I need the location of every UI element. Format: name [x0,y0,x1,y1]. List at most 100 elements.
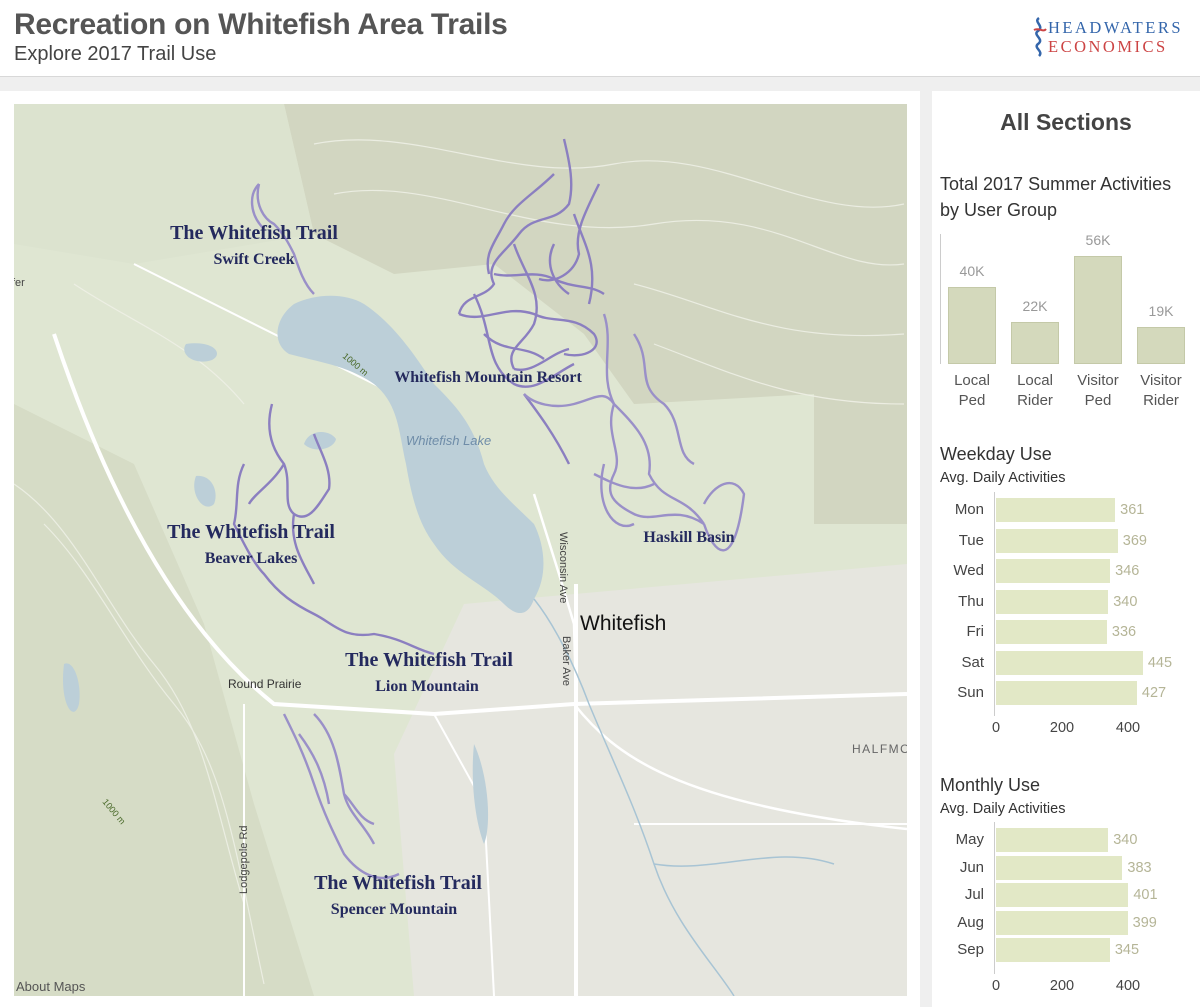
bar-sat[interactable] [996,650,1143,675]
bar-thu[interactable] [996,589,1109,614]
chart-axis-line [940,234,941,364]
trail-map[interactable]: Whitefish Lake Whitefish Round Prairie W… [14,104,907,996]
svg-text:Beaver Lakes: Beaver Lakes [205,550,298,567]
about-maps-link[interactable]: About Maps [16,979,86,994]
bar-category-label: Mon [954,501,984,518]
logo-text-bottom: ECONOMICS [1048,37,1168,56]
svg-text:The Whitefish Trail: The Whitefish Trail [170,222,338,244]
bar-value-label: 369 [1122,532,1147,549]
bar-aug[interactable] [996,910,1128,935]
west-terrain [14,404,314,996]
edge-label: fer [14,277,25,289]
axis-tick-label: 400 [1115,978,1141,994]
stats-sidebar: All Sections Total 2017 Summer Activitie… [932,91,1200,1007]
roads [52,263,907,996]
valley-floor [394,564,907,996]
svg-text:The Whitefish Trail: The Whitefish Trail [167,521,335,543]
trail-beaver-lakes [232,403,435,656]
halfmoon-label: HALFMOO [852,742,907,756]
svg-text:The Whitefish Trail: The Whitefish Trail [314,872,482,894]
axis-tick-label: 400 [1115,720,1141,736]
monthly-chart-subtitle: Avg. Daily Activities [940,801,1066,817]
bar-jun[interactable] [996,855,1123,880]
bar-value-label: 40K [959,262,985,279]
bar-value-label: 340 [1113,832,1138,848]
bar-value-label: 19K [1148,303,1174,320]
lodgepole-rd-label: Lodgepole Rd [238,825,250,894]
page-title: Recreation on Whitefish Area Trails [14,8,508,41]
bar-category-line: Rider [1143,392,1179,409]
bar-may[interactable] [996,828,1109,852]
bar-local-ped[interactable] [948,286,996,364]
monthly-chart-title: Monthly Use [940,775,1041,795]
trail-spencer [282,713,400,880]
lake-label: Whitefish Lake [406,433,491,448]
chart-axis-line [994,822,995,974]
bar-category-label: Jun [959,858,984,876]
bar-tue[interactable] [996,528,1118,553]
page-subtitle: Explore 2017 Trail Use [14,43,217,65]
label-spencer-mountain[interactable]: The Whitefish Trail Spencer Mountain [314,872,482,918]
wave-logo-icon [1033,16,1047,57]
weekday-chart-title: Weekday Use [940,444,1052,464]
logo-text-top: HEADWATERS [1048,18,1183,37]
label-haskill[interactable]: Haskill Basin [643,529,734,546]
bar-category-label: Sep [957,941,984,958]
baker-ave-label: Baker Ave [560,636,572,686]
bar-fri[interactable] [996,620,1107,644]
bar-category-label: Fri [966,623,985,640]
user-group-chart-title: Total 2017 Summer Activities by User Gro… [940,174,1172,220]
bar-category-label: Local Ped [940,371,1004,411]
bar-sep[interactable] [996,938,1110,962]
axis-tick-label: 0 [991,978,1001,994]
bar-value-label: 56K [1085,232,1111,248]
chart-axis-line [994,492,995,716]
trail-resort [457,138,605,465]
svg-text:Lion Mountain: Lion Mountain [375,678,479,695]
map-canvas: Whitefish Lake Whitefish Round Prairie W… [14,104,907,996]
headwaters-logo[interactable]: HEADWATERS ECONOMICS [1030,16,1190,58]
label-lion-mountain[interactable]: The Whitefish Trail Lion Mountain [345,649,513,695]
bar-category-label: Visitor Ped [1066,371,1130,411]
contour-lines [14,139,905,985]
bar-value-label: 336 [1111,624,1137,640]
bar-mon[interactable] [996,498,1116,522]
bar-jul[interactable] [996,883,1129,907]
bar-category-line: Rider [1017,392,1053,409]
wisconsin-ave-label: Wisconsin Ave [557,532,569,603]
bar-category-line: Local [1017,372,1053,389]
bar-value-label: 445 [1147,654,1173,671]
label-beaver-lakes[interactable]: The Whitefish Trail Beaver Lakes [167,521,335,567]
axis-tick-label: 200 [1049,978,1075,994]
bar-category-label: Wed [953,562,984,579]
bar-category-label: Sun [957,684,984,701]
bar-sun[interactable] [996,681,1137,705]
map-panel: Whitefish Lake Whitefish Round Prairie W… [0,91,920,1007]
bar-category-label: Thu [958,592,984,610]
label-resort[interactable]: Whitefish Mountain Resort [394,369,582,386]
rivers [533,598,835,996]
bar-value-label: 345 [1114,942,1140,958]
mountain-terrain [284,104,907,524]
header: Recreation on Whitefish Area Trails Expl… [0,0,1200,77]
bar-category-label: Jul [964,886,984,903]
bar-wed[interactable] [996,559,1111,583]
label-swift-creek[interactable]: The Whitefish Trail Swift Creek [170,222,338,268]
bar-category-label: Local Rider [1003,371,1067,411]
bar-category-label: Visitor Rider [1129,371,1193,411]
bar-value-label: 346 [1115,563,1140,579]
bar-value-label: 401 [1133,887,1158,903]
weekday-chart-subtitle: Avg. Daily Activities [940,470,1066,486]
bar-category-line: Visitor [1077,372,1119,389]
bar-value-label: 22K [1022,297,1048,314]
bar-category-label: May [955,831,984,848]
whitefish-lake [277,295,544,614]
bar-visitor-rider[interactable] [1137,327,1185,364]
svg-text:Spencer Mountain: Spencer Mountain [331,901,457,918]
bar-visitor-ped[interactable] [1074,256,1122,364]
town-label: Whitefish [580,612,666,635]
trail-network [232,138,746,880]
bar-local-rider[interactable] [1011,321,1059,364]
axis-tick-label: 200 [1049,720,1075,736]
bar-value-label: 383 [1127,859,1152,876]
